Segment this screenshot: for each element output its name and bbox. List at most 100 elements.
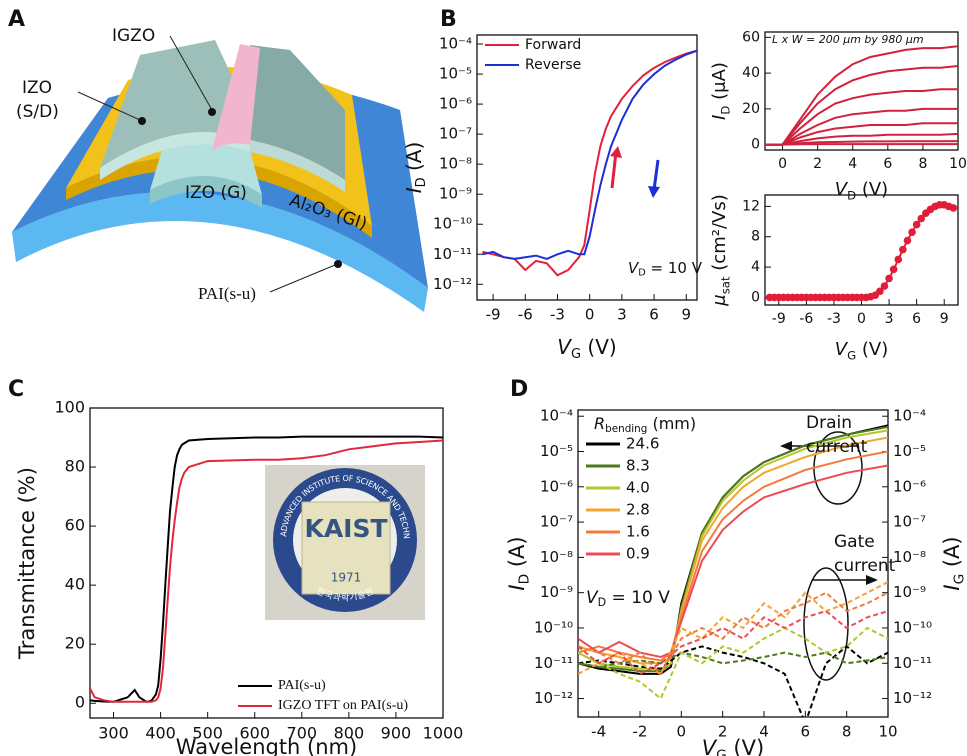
x-tick-label: 8: [918, 156, 927, 172]
y-tick-label: 10⁻¹⁰: [893, 618, 932, 636]
y-tick-label: 12: [742, 198, 760, 214]
y-tick-label: 20: [65, 634, 85, 653]
data-point: [912, 220, 921, 229]
series-line: [90, 435, 443, 703]
series-line: [765, 143, 958, 146]
y-axis-label: ID (μA): [709, 62, 732, 120]
series-line: [765, 107, 958, 146]
series-line: [90, 439, 443, 703]
y-axis-label-sub: D: [414, 177, 429, 187]
y-axis-label: μsat (cm²/Vs): [709, 194, 732, 306]
y-tick-label: 10⁻⁶: [540, 477, 573, 495]
annotation-sub: D: [638, 268, 646, 279]
gate-current-line: [578, 609, 888, 676]
y-axis-label: ID (A): [402, 142, 429, 194]
y-tick-label: 10⁻¹²: [433, 275, 472, 293]
device-diagram: IGZO IZO (S/D) IZO (G) Al₂O₃ (GI) PAI(s-…: [12, 26, 428, 312]
y-tick-label: 10⁻⁴: [439, 35, 472, 53]
chart: -9 -6 -3 0 3 6 9 0 4 8 12: [742, 194, 959, 327]
gate-edge: [150, 176, 262, 208]
data-point: [899, 245, 907, 254]
y-axis-label-rest: (A): [402, 142, 426, 178]
x-axis-label-sub: G: [571, 347, 581, 362]
y-axis-label: ID (A): [505, 536, 532, 590]
y-axis-label: Transmittance (%): [15, 467, 39, 660]
data-point: [917, 214, 926, 223]
legend-label: 4.0: [626, 479, 650, 497]
data-point: [908, 228, 916, 236]
annotation-text: V: [628, 259, 640, 277]
series-line: [765, 132, 958, 146]
x-tick-label: 9: [940, 311, 949, 327]
x-axis-label-rest: (V): [856, 339, 888, 360]
y-tick-label: 4: [751, 259, 760, 275]
y-tick-label: 10⁻¹¹: [893, 654, 932, 672]
x-axis-label: VG (V): [835, 339, 888, 362]
data-point: [949, 204, 958, 212]
sweep-arrow: [610, 151, 618, 189]
logo-text: KAIST: [304, 514, 387, 543]
y-axis-label-text: I: [402, 187, 426, 193]
y-tick-label: 100: [54, 398, 85, 417]
gi-edge: [66, 156, 372, 238]
sweep-arrowhead: [610, 146, 622, 158]
data-point: [903, 236, 912, 245]
annotation: VD = 10 V: [586, 588, 670, 609]
data-point: [880, 282, 889, 290]
y-tick-label: 10⁻⁵: [439, 65, 472, 83]
y-tick-label: 10⁻⁸: [439, 155, 472, 173]
y-tick-label: 10⁻⁶: [893, 477, 926, 495]
x-tick-label: -2: [633, 723, 648, 741]
y-tick-label: 0: [75, 693, 85, 712]
y-tick-label: 10⁻¹⁰: [433, 215, 472, 233]
gate-current-line: [578, 651, 888, 668]
sweep-arrowhead: [648, 186, 660, 198]
legend-label: 8.3: [626, 457, 650, 475]
annotation-text: V: [586, 588, 599, 608]
legend-label: 24.6: [626, 435, 659, 453]
gate-current-line: [578, 626, 888, 701]
y-tick-label: 10⁻⁴: [893, 407, 926, 425]
gate-ellipse: [803, 567, 849, 681]
x-axis-label-sub: G: [847, 348, 856, 362]
data-point: [894, 255, 903, 264]
y2-axis-label-sub: G: [951, 574, 967, 585]
panel-label: B: [440, 7, 457, 32]
x-tick-label: 4: [759, 723, 769, 741]
y-tick-label: 0: [751, 289, 760, 305]
legend-label: Reverse: [525, 57, 581, 73]
x-tick-label: 4: [848, 156, 857, 172]
series-line: [765, 45, 958, 146]
y-tick-label: 40: [742, 65, 760, 81]
legend-label: Forward: [525, 37, 581, 53]
x-tick-label: 700: [287, 724, 318, 743]
plot-frame: [577, 409, 889, 718]
x-axis-label-sub: G: [716, 747, 727, 756]
y-tick-label: 10⁻¹¹: [433, 245, 472, 263]
series-line: [765, 88, 958, 146]
y-tick-label: 8: [751, 229, 760, 245]
x-tick-label: 10: [949, 156, 967, 172]
annotation-rest: = 10 V: [606, 588, 670, 608]
y-axis-label-rest: (cm²/Vs): [709, 194, 730, 276]
x-tick-label: 6: [912, 311, 921, 327]
y-axis-label-sub: D: [516, 574, 532, 585]
chart: 0 2 4 6 8 10 0 20 40 60: [742, 29, 967, 172]
x-tick-label: 6: [883, 156, 892, 172]
x-tick-label: -6: [518, 306, 533, 324]
y-tick-label: 10⁻⁸: [540, 548, 573, 566]
x-tick-label: 400: [145, 724, 176, 743]
y-axis-label-rest: (μA): [709, 62, 730, 106]
gate-arrowhead: [866, 575, 878, 585]
y-tick-label: 0: [751, 137, 760, 153]
data-point: [885, 274, 893, 283]
callout-dot: [138, 117, 146, 125]
substrate-edge: [12, 191, 428, 312]
y-axis-label-sub: sat: [718, 276, 732, 294]
series-line: [769, 203, 954, 299]
x-tick-label: -3: [550, 306, 565, 324]
drain-arrowhead: [780, 441, 792, 451]
x-axis-label-rest: (V): [581, 335, 617, 359]
x-tick-label: 6: [801, 723, 811, 741]
